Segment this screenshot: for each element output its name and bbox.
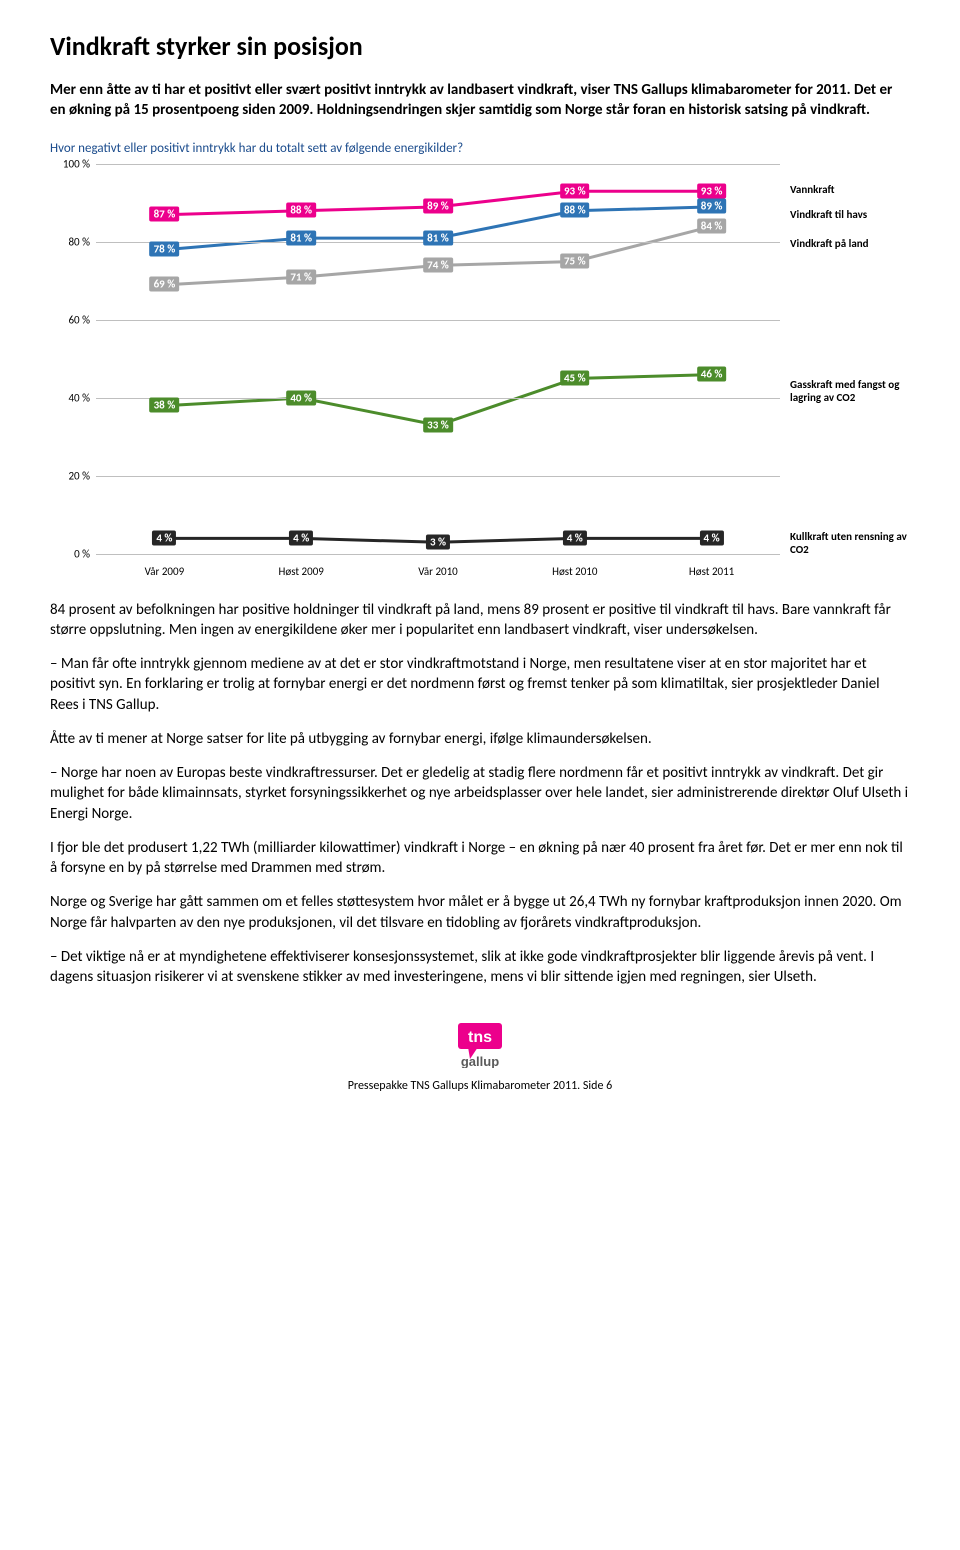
- chart-value-label: 84 %: [697, 218, 727, 233]
- chart-y-tick: 40 %: [68, 391, 90, 404]
- chart-container: 0 %20 %40 %60 %80 %100 % Vår 2009Høst 20…: [50, 164, 910, 584]
- chart-legend-item: Vindkraft til havs: [790, 208, 867, 221]
- chart-y-tick: 60 %: [68, 313, 90, 326]
- chart-value-label: 87 %: [150, 207, 180, 222]
- body-paragraph: Norge og Sverige har gått sammen om et f…: [50, 892, 910, 933]
- chart-value-label: 46 %: [697, 367, 727, 382]
- chart-value-label: 93 %: [697, 183, 727, 198]
- chart-value-label: 4 %: [700, 530, 724, 545]
- page-title: Vindkraft styrker sin posisjon: [50, 30, 910, 62]
- chart-value-label: 74 %: [423, 257, 453, 272]
- body-paragraph: – Man får ofte inntrykk gjennom mediene …: [50, 654, 910, 715]
- chart-value-label: 71 %: [286, 269, 316, 284]
- chart-svg: [96, 164, 780, 554]
- chart-value-label: 38 %: [150, 398, 180, 413]
- chart-legend-item: Vannkraft: [790, 183, 834, 196]
- chart-y-axis: 0 %20 %40 %60 %80 %100 %: [50, 164, 96, 554]
- chart-value-label: 81 %: [423, 230, 453, 245]
- chart-gridline: [96, 554, 780, 555]
- chart-legend-item: Kullkraft uten rensning av CO2: [790, 530, 910, 556]
- chart-value-label: 88 %: [560, 203, 590, 218]
- chart-gridline: [96, 320, 780, 321]
- chart-legend-item: Gasskraft med fangst og lagring av CO2: [790, 378, 910, 404]
- chart-value-label: 75 %: [560, 254, 590, 269]
- logo: tns gallup: [440, 1023, 520, 1073]
- body-text: 84 prosent av befolkningen har positive …: [50, 600, 910, 988]
- chart-value-label: 3 %: [426, 534, 450, 549]
- svg-text:tns: tns: [468, 1029, 492, 1046]
- chart-value-label: 78 %: [150, 242, 180, 257]
- chart-value-label: 45 %: [560, 371, 590, 386]
- chart-y-tick: 0 %: [74, 547, 90, 560]
- intro-block: Mer enn åtte av ti har et positivt eller…: [50, 80, 910, 121]
- body-paragraph: Åtte av ti mener at Norge satser for lit…: [50, 729, 910, 749]
- chart-x-tick: Høst 2009: [279, 565, 324, 578]
- chart-value-label: 89 %: [423, 199, 453, 214]
- chart-value-label: 4 %: [289, 530, 313, 545]
- chart-y-tick: 80 %: [68, 235, 90, 248]
- chart-plot-area: Vår 2009Høst 2009Vår 2010Høst 2010Høst 2…: [96, 164, 780, 554]
- page-footer: tns gallup Pressepakke TNS Gallups Klima…: [50, 1023, 910, 1093]
- body-paragraph: I fjor ble det produsert 1,22 TWh (milli…: [50, 838, 910, 879]
- chart-value-label: 89 %: [697, 199, 727, 214]
- chart-value-label: 69 %: [150, 277, 180, 292]
- chart-x-tick: Vår 2010: [418, 565, 458, 578]
- chart-value-label: 40 %: [286, 390, 316, 405]
- chart-x-tick: Høst 2011: [689, 565, 734, 578]
- svg-text:gallup: gallup: [461, 1054, 499, 1068]
- chart-x-tick: Vår 2009: [145, 565, 185, 578]
- intro-paragraph: Mer enn åtte av ti har et positivt eller…: [50, 80, 910, 121]
- footer-line: Pressepakke TNS Gallups Klimabarometer 2…: [50, 1079, 910, 1093]
- chart-value-label: 4 %: [152, 530, 176, 545]
- chart-y-tick: 20 %: [68, 469, 90, 482]
- chart-value-label: 81 %: [286, 230, 316, 245]
- body-paragraph: – Norge har noen av Europas beste vindkr…: [50, 763, 910, 824]
- body-paragraph: 84 prosent av befolkningen har positive …: [50, 600, 910, 641]
- chart-value-label: 33 %: [423, 417, 453, 432]
- chart-gridline: [96, 398, 780, 399]
- chart-value-label: 88 %: [286, 203, 316, 218]
- chart-gridline: [96, 164, 780, 165]
- chart-legend: Vannkraft Vindkraft til havs Vindkraft på …: [790, 164, 910, 554]
- chart-y-tick: 100 %: [63, 157, 90, 170]
- chart-value-label: 93 %: [560, 183, 590, 198]
- chart-title: Hvor negativt eller positivt inntrykk ha…: [50, 141, 910, 156]
- chart-legend-item: Vindkraft på land: [790, 237, 869, 250]
- chart-value-label: 4 %: [563, 530, 587, 545]
- body-paragraph: – Det viktige nå er at myndighetene effe…: [50, 947, 910, 988]
- chart-x-tick: Høst 2010: [552, 565, 597, 578]
- chart-gridline: [96, 476, 780, 477]
